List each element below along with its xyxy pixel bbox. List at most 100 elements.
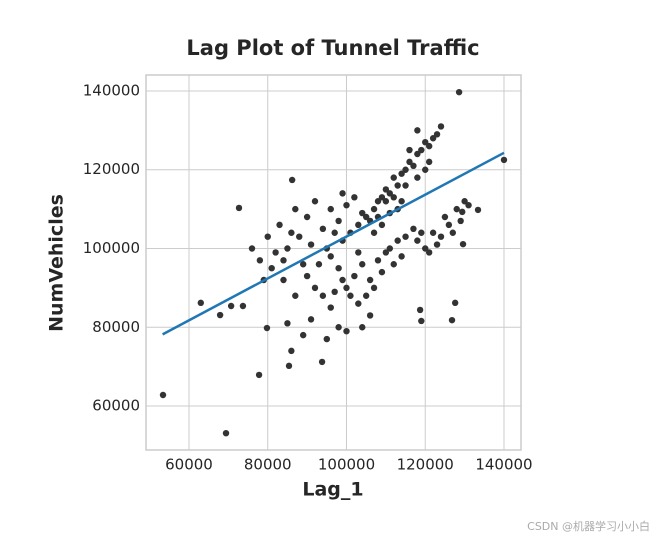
point — [422, 138, 429, 146]
point — [433, 131, 441, 138]
point — [288, 347, 295, 355]
point — [362, 213, 370, 221]
point — [425, 142, 433, 150]
point — [459, 208, 466, 216]
point — [386, 190, 394, 197]
point — [331, 288, 338, 296]
point — [418, 146, 425, 154]
point — [418, 229, 425, 236]
point — [402, 182, 409, 189]
point — [222, 429, 230, 437]
point — [429, 229, 437, 236]
point — [343, 284, 350, 292]
point — [406, 158, 413, 166]
point — [453, 205, 460, 213]
point — [284, 245, 291, 252]
point — [382, 198, 390, 205]
point — [347, 292, 354, 299]
point — [382, 186, 390, 193]
point — [370, 229, 378, 236]
point — [288, 229, 295, 236]
point — [303, 272, 311, 280]
point — [343, 201, 350, 209]
point — [433, 241, 441, 248]
point — [390, 261, 397, 268]
point — [288, 176, 296, 184]
point — [299, 261, 307, 268]
point — [159, 391, 167, 399]
point — [272, 249, 279, 256]
point — [227, 302, 235, 310]
point — [402, 233, 409, 240]
watermark: CSDN @机器学习小小白 — [527, 519, 650, 533]
point — [418, 317, 425, 325]
point — [280, 276, 287, 284]
point — [398, 253, 405, 260]
x-tick-label: 120000 — [397, 456, 454, 474]
point — [327, 304, 334, 311]
point — [280, 257, 287, 264]
y-tick-label: 80000 — [92, 318, 140, 336]
chart-title: Lag Plot of Tunnel Traffic — [186, 36, 479, 60]
point — [414, 237, 421, 244]
point — [248, 245, 256, 252]
trend-line — [162, 151, 505, 336]
point — [414, 150, 421, 158]
point — [378, 268, 386, 276]
point — [296, 233, 303, 240]
point — [390, 194, 397, 201]
point — [319, 225, 327, 233]
point — [425, 158, 433, 166]
plot-frame — [145, 74, 522, 451]
point — [461, 198, 468, 205]
point — [474, 206, 482, 214]
point — [410, 162, 417, 170]
point — [359, 324, 366, 331]
point — [331, 229, 338, 236]
point — [370, 284, 378, 292]
point — [465, 201, 472, 209]
point — [315, 261, 323, 268]
point — [335, 324, 342, 331]
point — [351, 272, 358, 280]
point — [311, 198, 319, 205]
point — [299, 331, 307, 339]
point — [406, 146, 413, 154]
point — [355, 249, 362, 256]
point — [323, 335, 331, 343]
x-tick-label: 60000 — [165, 456, 213, 474]
point — [370, 205, 378, 213]
point — [394, 237, 401, 244]
x-tick-label: 140000 — [475, 456, 532, 474]
point — [459, 240, 467, 248]
point — [263, 324, 271, 332]
point — [235, 204, 243, 212]
point — [285, 362, 293, 370]
point — [284, 320, 291, 327]
point — [394, 182, 401, 189]
point — [256, 257, 264, 264]
point — [351, 194, 358, 201]
point — [303, 213, 311, 221]
point — [429, 135, 437, 142]
point — [378, 194, 386, 201]
point — [398, 170, 405, 177]
y-tick-label: 120000 — [83, 160, 140, 178]
y-tick-label: 60000 — [92, 397, 140, 415]
point — [382, 249, 390, 256]
point — [276, 221, 283, 229]
point — [366, 312, 374, 319]
point — [327, 205, 334, 213]
point — [441, 213, 449, 221]
point — [335, 217, 342, 225]
point — [398, 198, 405, 205]
point — [386, 245, 394, 252]
point — [374, 198, 382, 205]
point — [414, 127, 421, 134]
point — [335, 264, 342, 272]
point — [268, 264, 275, 272]
point — [239, 302, 247, 310]
point — [448, 316, 456, 324]
x-tick-label: 100000 — [318, 456, 375, 474]
point — [449, 229, 457, 236]
